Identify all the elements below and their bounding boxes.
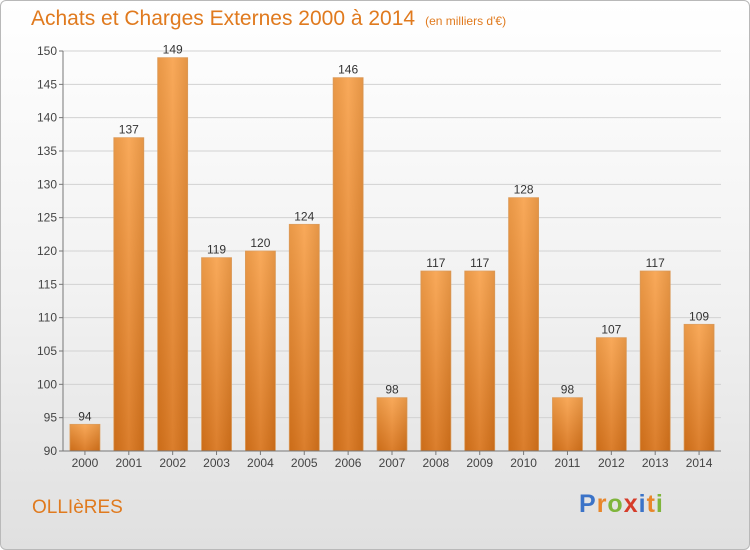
logo-letter: o [607, 490, 624, 518]
bar-value-label: 94 [78, 409, 92, 423]
bar-shade [552, 397, 583, 451]
proxiti-logo[interactable]: Proxiti [579, 490, 664, 519]
x-tick-label: 2011 [555, 456, 581, 470]
bar-value-label: 137 [119, 123, 139, 137]
x-tick-label: 2001 [115, 456, 142, 470]
y-tick-label: 95 [44, 411, 58, 425]
logo-letter: x [623, 490, 639, 518]
bar-value-label: 149 [163, 43, 183, 57]
bar-shade [333, 77, 364, 452]
bar-value-label: 107 [601, 323, 621, 337]
bar-value-label: 128 [514, 183, 534, 197]
bar-value-label: 117 [470, 256, 489, 270]
y-tick-label: 105 [37, 344, 57, 358]
logo-letter: r [596, 490, 608, 518]
bar-shade [289, 224, 320, 451]
chart-title: Achats et Charges Externes 2000 à 2014 [31, 7, 416, 30]
y-tick-label: 100 [37, 377, 57, 391]
bar-shade [640, 271, 671, 451]
x-tick-label: 2010 [510, 456, 537, 470]
y-tick-label: 140 [37, 111, 57, 125]
x-tick-label: 2004 [247, 456, 274, 470]
bar-layer [69, 57, 715, 452]
y-tick-label: 110 [38, 311, 57, 325]
bar-shade [684, 324, 715, 451]
y-tick-label: 125 [37, 211, 57, 225]
x-tick-label: 2002 [159, 456, 186, 470]
x-tick-label: 2014 [686, 456, 713, 470]
x-tick-label: 2012 [598, 456, 625, 470]
x-tick-label: 2009 [466, 456, 493, 470]
chart-subtitle: (en milliers d'€) [425, 14, 507, 28]
x-tick-label: 2007 [379, 456, 406, 470]
bar-shade [245, 251, 276, 451]
chart-title-line: Achats et Charges Externes 2000 à 2014 (e… [31, 7, 506, 31]
y-tick-label: 145 [37, 77, 57, 91]
x-tick-label: 2000 [72, 456, 99, 470]
bar-shade [157, 57, 188, 452]
x-tick-label: 2013 [642, 456, 669, 470]
commune-name: OLLIèRES [32, 497, 123, 518]
x-tick-label: 2003 [203, 456, 230, 470]
bar-shade [377, 397, 407, 451]
bar-value-label: 117 [646, 256, 665, 270]
bar-shade [113, 137, 144, 451]
bar-value-label: 109 [689, 309, 709, 323]
bar-value-label: 146 [338, 63, 358, 77]
y-tick-label: 90 [44, 444, 58, 458]
bar-value-label: 124 [294, 209, 314, 223]
x-tick-label: 2008 [423, 456, 450, 470]
y-tick-label: 150 [37, 44, 57, 58]
bar-value-label: 120 [250, 236, 270, 250]
bar-value-label: 119 [207, 243, 226, 257]
bar-shade [596, 337, 627, 451]
y-tick-label: 135 [37, 144, 57, 158]
bar-value-label: 117 [426, 256, 445, 270]
bar-value-label: 98 [561, 383, 575, 397]
bar-value-label: 98 [385, 383, 399, 397]
axis-layer: 90 95 100 105 110 115 120 125 130 135 140 145 150 94 2… [37, 43, 721, 470]
logo-letter: t [646, 490, 656, 518]
bar-shade [508, 197, 539, 451]
x-tick-label: 2005 [291, 456, 318, 470]
x-tick-label: 2006 [335, 456, 362, 470]
bar-shade [201, 257, 232, 451]
y-tick-label: 120 [37, 244, 57, 258]
logo-letter: i [638, 490, 647, 518]
bar-shade [69, 424, 100, 451]
y-tick-label: 115 [38, 277, 57, 291]
logo-letter: i [655, 490, 664, 518]
bar-shade [464, 271, 495, 451]
y-tick-label: 130 [37, 177, 57, 191]
bar-shade [420, 271, 451, 451]
logo-letter: P [579, 490, 597, 518]
